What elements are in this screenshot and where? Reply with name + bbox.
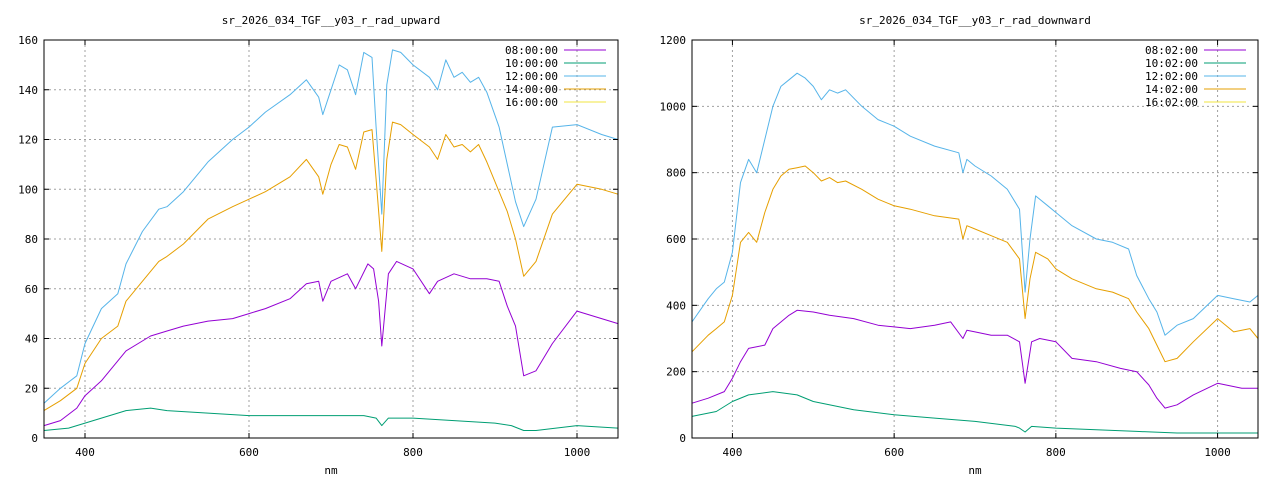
chart-1-ytick-label: 0 [31,432,38,445]
chart-2-ytick-label: 1000 [660,100,687,113]
chart-1-ytick-label: 40 [25,333,38,346]
chart-2-xtick-label: 600 [884,446,904,459]
chart-1-xtick-label: 800 [403,446,423,459]
chart-1-legend-label: 14:00:00 [505,83,558,96]
chart-1-ytick-label: 120 [18,134,38,147]
chart-1-legend-label: 08:00:00 [505,44,558,57]
chart-1-ytick-label: 160 [18,34,38,47]
chart-2-xtick-label: 400 [722,446,742,459]
chart-2-series-2 [691,391,1258,434]
chart-1-ytick-label: 80 [25,233,38,246]
chart-2-ytick-label: 800 [666,167,686,180]
chart-1-legend-label: 10:00:00 [505,57,558,70]
chart-1-ytick-label: 60 [25,283,38,296]
chart-2-ytick-label: 1200 [660,34,687,47]
chart-1-series-3 [43,49,619,404]
chart-1-title: sr_2026_034_TGF__y03_r_rad_upward [222,14,441,27]
chart-2-legend-label: 14:02:00 [1145,83,1198,96]
chart-2-ytick-label: 400 [666,299,686,312]
chart-1-ytick-label: 140 [18,84,38,97]
chart-2-xlabel: nm [968,464,982,477]
chart-1-series-2 [43,407,619,431]
chart-1-xlabel: nm [324,464,338,477]
chart-1-legend-label: 12:00:00 [505,70,558,83]
chart-2-legend-label: 16:02:00 [1145,96,1198,109]
chart-2-title: sr_2026_034_TGF__y03_r_rad_downward [859,14,1091,27]
chart-2-legend-label: 08:02:00 [1145,44,1198,57]
chart-1-xtick-label: 600 [239,446,259,459]
chart-1-xtick-label: 400 [75,446,95,459]
chart-1-ytick-label: 100 [18,183,38,196]
chart-2-legend-label: 12:02:00 [1145,70,1198,83]
chart-2-series-4 [691,165,1259,363]
chart-2-ytick-label: 0 [679,432,686,445]
chart-2-series-3 [691,72,1259,336]
chart-2-legend-label: 10:02:00 [1145,57,1198,70]
chart-1-xtick-label: 1000 [564,446,591,459]
chart-2-xtick-label: 1000 [1204,446,1231,459]
chart-1-ytick-label: 20 [25,382,38,395]
chart-1-series-1 [43,260,619,427]
chart-1-series-4 [43,121,619,412]
chart-2-ytick-label: 200 [666,366,686,379]
chart-1-legend-label: 16:00:00 [505,96,558,109]
chart-2-xtick-label: 800 [1046,446,1066,459]
chart-2-series-1 [691,309,1258,409]
chart-2-ytick-label: 600 [666,233,686,246]
